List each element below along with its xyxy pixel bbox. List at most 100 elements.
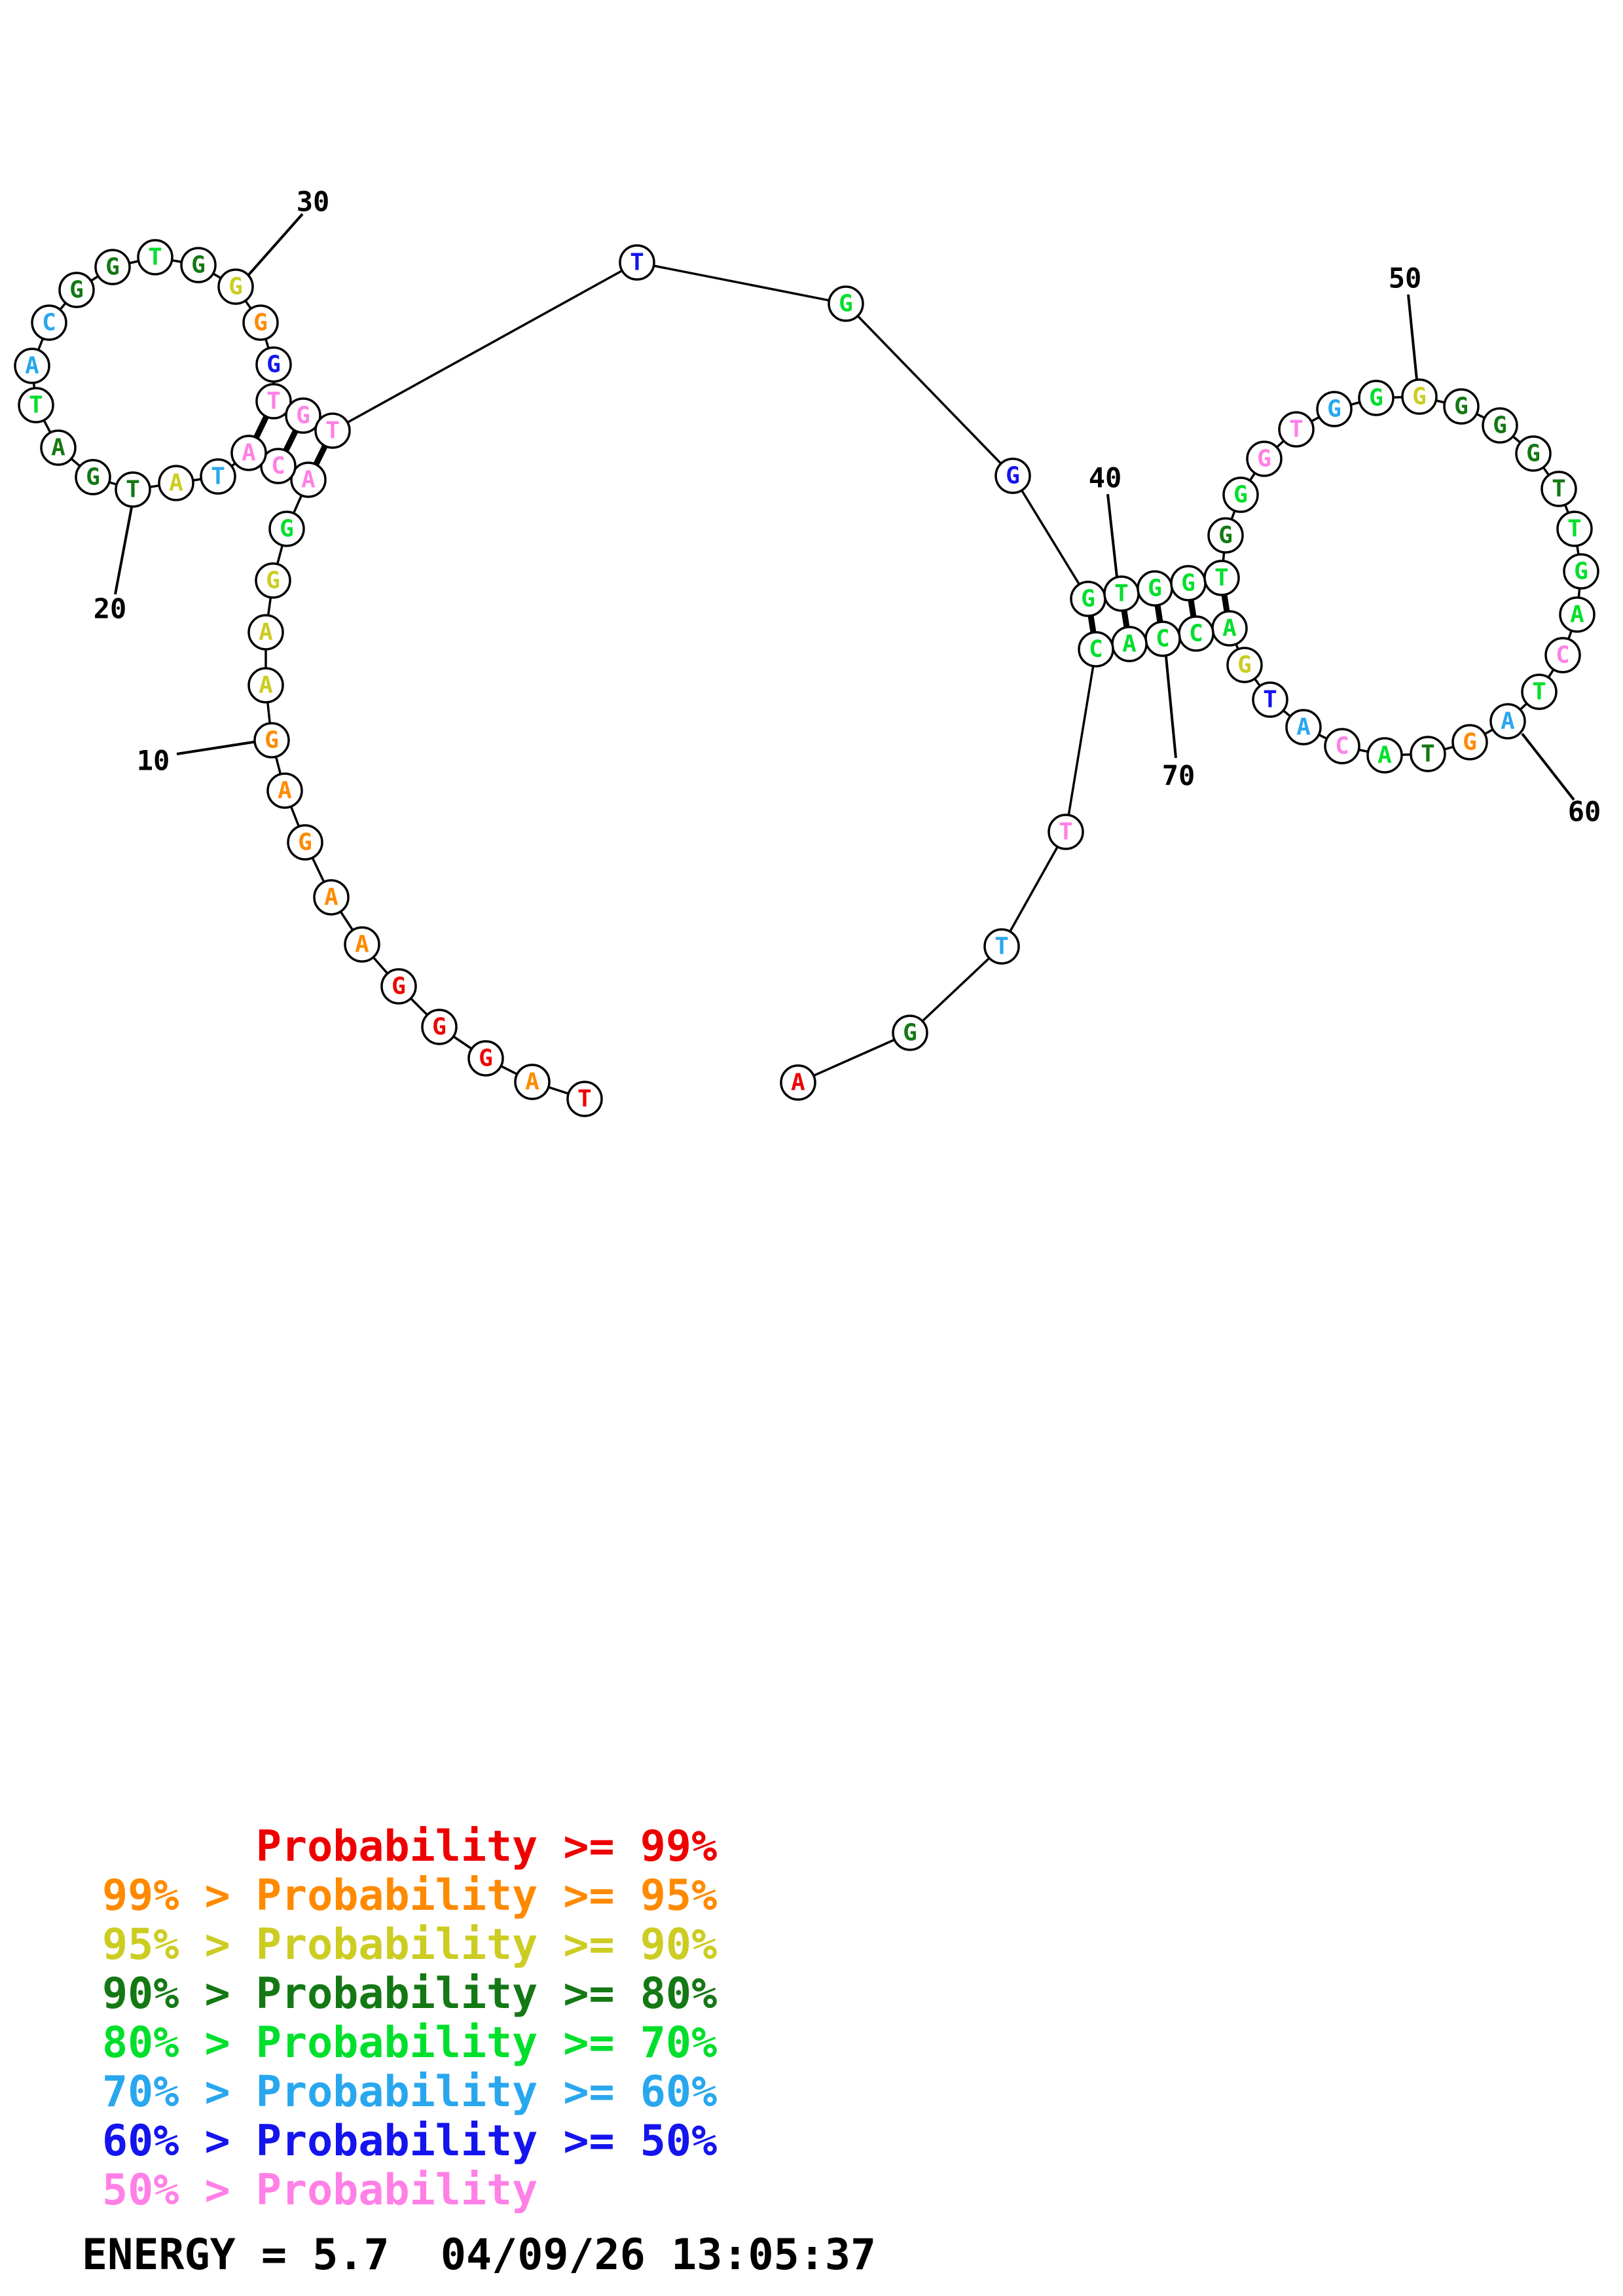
nucleotide-letter: A	[1222, 615, 1237, 642]
nucleotide-letter: A	[1501, 708, 1515, 735]
nucleotide-letter: A	[51, 435, 65, 461]
nucleotide-circle	[1451, 724, 1488, 761]
nucleotide-circle	[1316, 391, 1353, 427]
nucleotide-circle	[1559, 596, 1596, 633]
nucleotide-letter: T	[211, 463, 225, 490]
nucleotide-circle	[1358, 380, 1395, 416]
nucleotide-letter: T	[148, 244, 162, 271]
backbone-link	[845, 302, 1014, 477]
nucleotide-circle	[75, 459, 111, 495]
nucleotide-letter: G	[1257, 446, 1271, 473]
nucleotide-letter: T	[29, 392, 43, 419]
nucleotide-letter: G	[1233, 482, 1248, 509]
nucleotide-circle	[1401, 378, 1438, 415]
nucleotide-letter: A	[324, 884, 338, 911]
nucleotide-circle	[1482, 407, 1518, 444]
nucleotide-letter: T	[126, 476, 140, 503]
nucleotide-circle	[287, 824, 323, 861]
nucleotide-circle	[566, 1081, 603, 1117]
nucleotide-circle	[14, 348, 50, 384]
nucleotide-circle	[18, 387, 54, 423]
nucleotide-circle	[94, 249, 131, 285]
nucleotide-letter: A	[278, 778, 292, 804]
position-label: 20	[94, 593, 127, 625]
nucleotide-letter: A	[259, 619, 273, 646]
nucleotide-circle	[619, 244, 655, 281]
legend-line: 50% > Probability	[102, 2166, 538, 2215]
nucleotide-circle	[1541, 471, 1577, 507]
nucleotide-letter: G	[280, 516, 294, 543]
position-labels: 10 20 30 40 50 60 70	[94, 186, 1601, 828]
nucleotide-circle	[344, 926, 380, 963]
nucleotide-letter: G	[903, 1020, 917, 1047]
nucleotide-circle	[31, 304, 67, 341]
nucleotide-circle	[230, 435, 267, 471]
nucleotide-letter: A	[1570, 601, 1584, 628]
position-label: 60	[1568, 796, 1601, 828]
nucleotide-letter: G	[479, 1045, 493, 1072]
nucleotide-letter: T	[325, 418, 340, 444]
nucleotide-letter: G	[105, 254, 120, 281]
nucleotide-letter: G	[1006, 463, 1020, 490]
legend-line: Probability >= 99%	[102, 1822, 717, 1871]
position-label: 40	[1089, 462, 1122, 494]
label-line	[114, 507, 133, 595]
backbone-link	[797, 1031, 911, 1084]
nucleotide-letter: G	[1369, 385, 1383, 412]
nucleotide-letter: G	[1493, 412, 1507, 439]
nucleotide-letter: A	[1122, 631, 1137, 658]
nucleotide-circle	[255, 562, 291, 599]
nucleotide-circle	[1222, 476, 1259, 513]
nucleotide-letter: T	[1421, 741, 1435, 768]
nucleotide-letter: A	[525, 1069, 539, 1096]
nucleotide-letter: G	[392, 973, 406, 1000]
nucleotide-letter: A	[355, 931, 369, 958]
nucleotide-letter: G	[839, 291, 853, 317]
nucleotide-circle	[180, 247, 217, 283]
nucleotide-circle	[217, 268, 254, 305]
nucleotide-circle	[268, 511, 305, 547]
nucleotide-letter: G	[1412, 384, 1427, 410]
nucleotide-circle	[158, 465, 194, 501]
nucleotide-circle	[40, 429, 77, 466]
nucleotide-circle	[1556, 511, 1593, 547]
probability-legend: Probability >= 99%99% > Probability >= 9…	[102, 1822, 717, 2215]
backbone-link	[636, 261, 847, 305]
nucleotide-letter: C	[1189, 620, 1203, 647]
nucleotide-letter: G	[1454, 393, 1468, 420]
position-label: 70	[1162, 760, 1195, 792]
energy-footer: ENERGY = 5.7 04/09/26 13:05:37	[82, 2231, 876, 2280]
nucleotide-circle	[1278, 411, 1315, 448]
nucleotide-circle	[780, 1064, 816, 1101]
nucleotide-circle	[255, 383, 292, 420]
backbone-link	[332, 261, 638, 432]
nucleotide-letter: T	[1114, 581, 1129, 607]
legend-line: 95% > Probability >= 90%	[102, 1920, 717, 1969]
nucleotide-circle	[421, 1009, 458, 1045]
nucleotide-circle	[994, 457, 1031, 494]
nucleotide-letter: A	[25, 353, 39, 380]
nucleotide-letter: T	[1552, 476, 1566, 503]
position-label-lines	[114, 213, 1575, 801]
nucleotide-letter: T	[1059, 819, 1073, 846]
nucleotide-letter: A	[1377, 742, 1392, 769]
legend-line: 60% > Probability >= 50%	[102, 2117, 717, 2166]
nucleotide-circle	[514, 1064, 551, 1100]
nucleotide-letter: A	[301, 467, 316, 493]
nucleotide-letter: T	[1263, 687, 1277, 713]
nucleotide-circle	[200, 458, 236, 495]
legend-line: 90% > Probability >= 80%	[102, 1969, 717, 2018]
nucleotide-circle	[1544, 637, 1581, 673]
nucleotide-letter: A	[242, 440, 256, 467]
nucleotide-letter: T	[1289, 416, 1304, 443]
nucleotide-letter: C	[271, 453, 285, 480]
position-label: 10	[137, 745, 170, 777]
nucleotide-letter: G	[86, 464, 100, 491]
nucleotide-letter: G	[1148, 575, 1162, 602]
nucleotide-circle	[285, 397, 321, 434]
nucleotide-letter: G	[253, 310, 268, 336]
nucleotide-circle	[983, 928, 1020, 965]
nucleotide-letter: G	[266, 351, 281, 378]
nucleotide-circle	[1078, 631, 1114, 668]
